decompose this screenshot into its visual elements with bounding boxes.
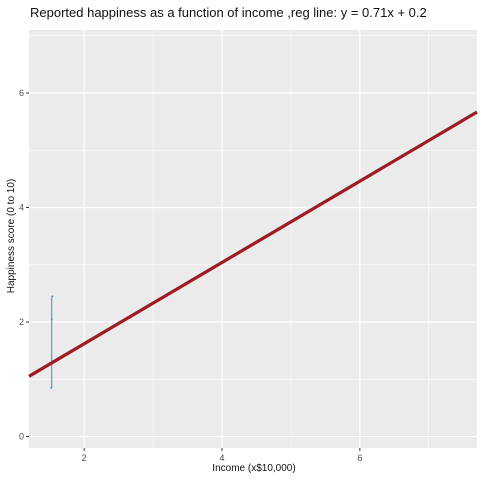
y-tick-label: 0: [19, 432, 24, 442]
x-tick-label: 4: [219, 453, 224, 463]
y-axis-label: Happiness score (0 to 10): [6, 179, 17, 294]
x-axis-ticks: 2 4 6: [82, 448, 362, 463]
chart-title: Reported happiness as a function of inco…: [30, 5, 427, 20]
data-point: [50, 386, 52, 389]
x-axis-label: Income (x$10,000): [212, 463, 295, 474]
data-marks: [50, 295, 54, 389]
data-point: [50, 318, 53, 321]
y-tick-label: 4: [19, 203, 24, 213]
data-point: [51, 295, 54, 298]
regression-line: [28, 110, 478, 378]
grid-major: [29, 30, 477, 448]
y-tick-label: 6: [19, 88, 24, 98]
plot-panel: [29, 30, 477, 448]
y-tick-label: 2: [19, 317, 24, 327]
y-axis-ticks: 0 2 4 6: [19, 88, 29, 442]
x-tick-label: 2: [82, 453, 87, 463]
grid-minor: [29, 30, 477, 448]
x-tick-label: 6: [357, 453, 362, 463]
